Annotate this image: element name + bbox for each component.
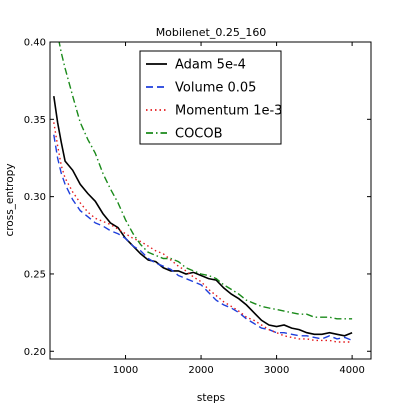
legend-label: Volume 0.05 [175,81,256,96]
y-tick-label: 0.25 [24,269,46,280]
legend-box [139,50,282,145]
x-tick-label: 1000 [113,365,138,376]
series-line-momentum-1e-3 [53,122,353,343]
x-tick-label: 4000 [339,365,364,376]
x-tick-label: 3000 [264,365,289,376]
y-tick-label: 0.35 [24,115,46,126]
legend-label: Momentum 1e-3 [175,104,282,119]
y-tick-label: 0.30 [24,192,46,203]
y-tick-label: 0.40 [24,38,46,49]
chart-title: Mobilenet_0.25_160 [156,26,267,39]
legend-label: Adam 5e-4 [175,58,246,73]
plot-frame [49,41,372,360]
series-line-volume-0-05 [53,134,353,342]
legend-label: COCOB [175,127,223,142]
legend: Adam 5e-4 Volume 0.05 Momentum 1e-3 COCOB [139,50,282,145]
series-layer [53,42,353,343]
series-line-adam-5e-4 [53,95,353,337]
y-axis-label: cross_entropy [4,163,16,236]
y-tick-label: 0.20 [24,347,46,358]
series-line-cocob [58,42,353,320]
x-axis-label: steps [197,392,225,404]
x-tick-label: 2000 [188,365,213,376]
axis-ticks: 1000 2000 3000 4000 0.20 0.25 0.30 0.35 0.40 [24,38,371,376]
